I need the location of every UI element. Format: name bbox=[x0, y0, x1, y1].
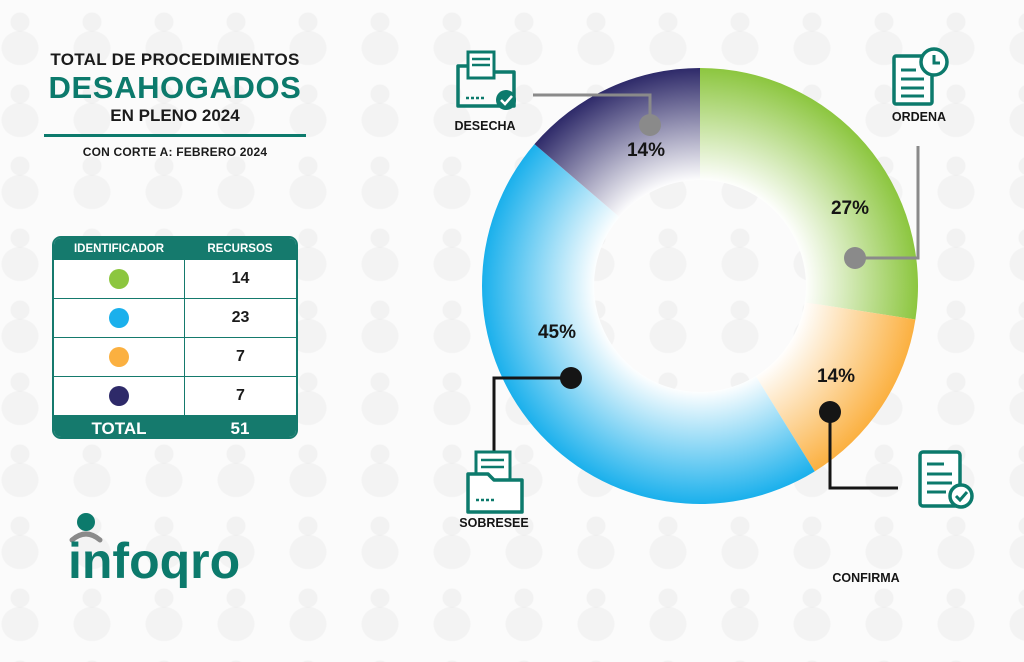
row-value: 7 bbox=[236, 387, 245, 404]
leader-dot-desecha bbox=[639, 114, 661, 136]
category-label-desecha: DESECHA bbox=[454, 119, 515, 133]
table-row: 23 bbox=[54, 299, 296, 338]
summary-table: IDENTIFICADOR RECURSOS 14 23 7 7 TOTAL 5… bbox=[52, 236, 298, 439]
color-dot-purple bbox=[109, 386, 129, 406]
total-value: 51 bbox=[230, 418, 250, 438]
percent-label-desecha: 14% bbox=[627, 140, 665, 161]
logo-text: infoqro bbox=[68, 533, 240, 588]
table-row: 14 bbox=[54, 260, 296, 299]
donut-slice-desecha bbox=[534, 68, 700, 218]
title-line-3: EN PLENO 2024 bbox=[110, 106, 240, 125]
row-value: 14 bbox=[231, 270, 250, 287]
title-line-1: TOTAL DE PROCEDIMIENTOS bbox=[50, 50, 300, 69]
header-recursos: RECURSOS bbox=[207, 243, 273, 255]
percent-label-confirma: 14% bbox=[817, 366, 855, 387]
table-row: 7 bbox=[54, 338, 296, 377]
total-label: TOTAL bbox=[91, 418, 147, 438]
donut-slice-sobresee bbox=[482, 144, 815, 504]
percent-label-ordena: 27% bbox=[831, 198, 869, 219]
document-check-icon bbox=[918, 450, 974, 509]
table-row: 7 bbox=[54, 377, 296, 416]
color-dot-orange bbox=[109, 347, 129, 367]
document-clock-icon bbox=[892, 47, 949, 106]
leader-dot-sobresee bbox=[560, 367, 582, 389]
folder-check-icon bbox=[456, 50, 516, 110]
donut-slice-confirma bbox=[755, 302, 916, 472]
category-label-ordena: ORDENA bbox=[892, 110, 946, 124]
leader-line-confirma bbox=[828, 412, 898, 490]
category-label-sobresee: SOBRESEE bbox=[459, 516, 528, 530]
leader-dot-ordena bbox=[844, 247, 866, 269]
header-identificador: IDENTIFICADOR bbox=[73, 243, 165, 255]
cutoff-date: CON CORTE A: FEBRERO 2024 bbox=[82, 145, 268, 159]
title-block: TOTAL DE PROCEDIMIENTOS DESAHOGADOS EN P… bbox=[40, 50, 310, 159]
category-label-confirma: CONFIRMA bbox=[832, 571, 899, 585]
color-dot-green bbox=[109, 269, 129, 289]
table-header: IDENTIFICADOR RECURSOS bbox=[54, 238, 296, 260]
color-dot-blue bbox=[109, 308, 129, 328]
leader-line-sobresee bbox=[492, 376, 571, 452]
title-divider bbox=[44, 134, 306, 137]
title-line-2: DESAHOGADOS bbox=[48, 70, 302, 105]
infoqro-logo: infoqro bbox=[68, 513, 240, 588]
row-value: 23 bbox=[231, 309, 250, 326]
percent-label-sobresee: 45% bbox=[538, 322, 576, 343]
leader-dot-confirma bbox=[819, 401, 841, 423]
row-value: 7 bbox=[236, 348, 245, 365]
leader-line-ordena bbox=[855, 146, 920, 260]
folder-documents-icon bbox=[466, 450, 524, 514]
table-total-row: TOTAL 51 bbox=[54, 416, 296, 438]
